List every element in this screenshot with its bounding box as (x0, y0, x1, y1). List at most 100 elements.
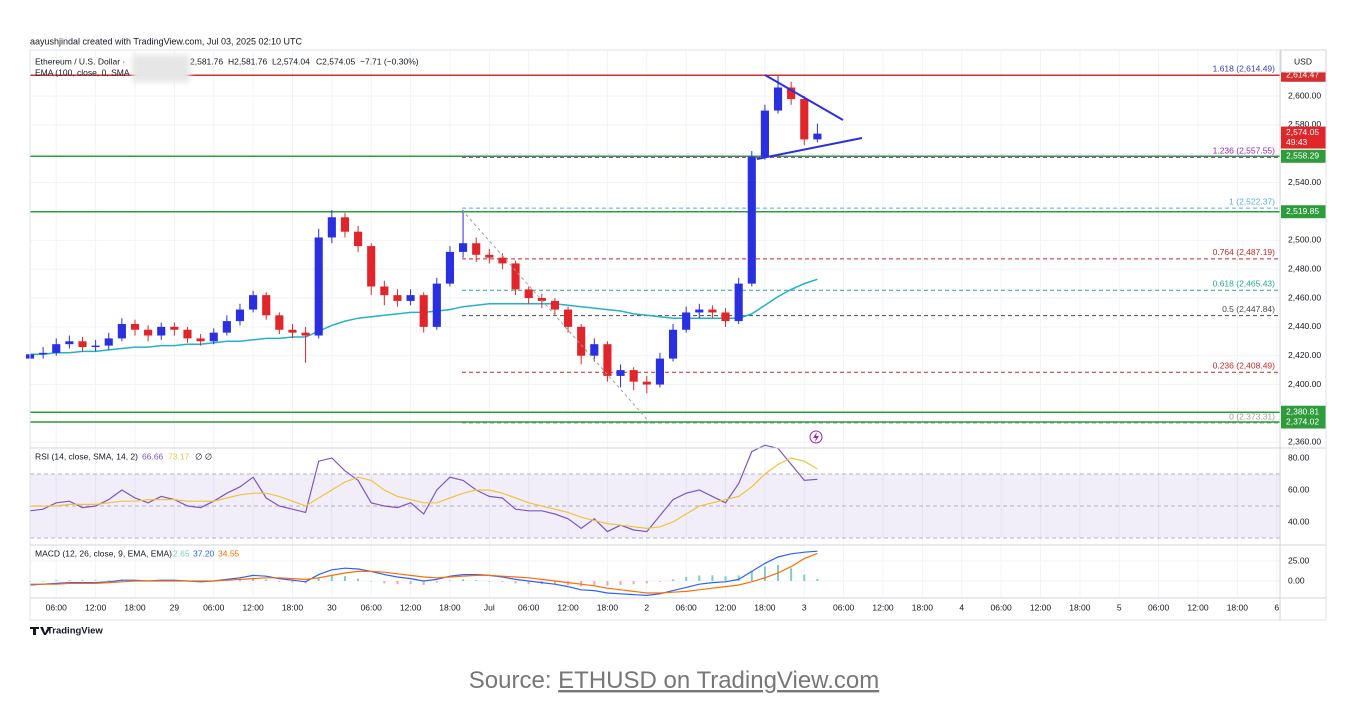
rsi-legend: RSI (14, close, SMA, 14, 2) (35, 451, 138, 461)
candle-body (144, 329, 153, 336)
histogram-bar (514, 581, 517, 584)
candle-body (563, 309, 573, 327)
fib-label: 0.5 (2,447.84) (1222, 304, 1275, 314)
y-tick-label: 2,360.00 (1288, 436, 1321, 446)
candle-body (459, 243, 468, 252)
x-tick-label: 18:00 (439, 602, 461, 612)
y-tick-label: 2,600.00 (1288, 90, 1321, 100)
x-tick-label: 06:00 (46, 602, 68, 612)
currency: USD (1294, 56, 1312, 66)
logo-text: TradingView (47, 626, 103, 637)
candle-body (78, 341, 87, 348)
candle-body (524, 289, 533, 299)
x-tick-label: 18:00 (754, 602, 776, 612)
last-price-label: 2,574.05 (1286, 127, 1319, 137)
candle-body (577, 326, 586, 356)
candle-body (314, 237, 323, 336)
fib-label: 0.764 (2,487.19) (1213, 247, 1276, 257)
candle-body (222, 321, 231, 333)
y-tick-label: 25.00 (1288, 555, 1310, 565)
x-tick-label: 12:00 (557, 602, 579, 612)
price-tag (1281, 405, 1326, 419)
histogram-bar (593, 581, 596, 586)
x-tick-label: 18:00 (1069, 602, 1091, 612)
candle-body (65, 341, 74, 345)
x-tick-label: 06:00 (990, 602, 1012, 612)
y-tick-label: 2,420.00 (1288, 350, 1321, 360)
trend-line (764, 74, 844, 121)
ema-legend: EMA (100, close, 0, SMA (35, 67, 130, 77)
fib-label: 0.236 (2,408.49) (1213, 361, 1276, 371)
candle-body (262, 295, 271, 316)
candle-body (183, 329, 192, 339)
x-tick-label: 4 (959, 602, 964, 612)
candle-body (52, 344, 61, 353)
histogram-bar (462, 579, 465, 581)
countdown: 49:43 (1286, 137, 1308, 147)
event-icon[interactable] (809, 430, 823, 444)
legend-extra: ∅ ∅ (195, 451, 213, 461)
candle-body (550, 300, 560, 310)
histogram-bar (94, 580, 97, 581)
x-tick-label: 18:00 (282, 602, 304, 612)
y-tick-label: 60.00 (1288, 484, 1310, 494)
histogram-bar (330, 575, 333, 581)
candle-body (773, 87, 783, 111)
histogram-bar (448, 580, 451, 581)
histogram-bar (724, 576, 727, 581)
x-tick-label: 06:00 (518, 602, 540, 612)
candle-body (406, 295, 415, 301)
histogram-bar (422, 581, 425, 585)
candle-body (485, 254, 494, 258)
x-tick-label: 06:00 (361, 602, 383, 612)
candle-body (682, 312, 691, 330)
histogram-bar (252, 577, 255, 581)
x-tick-label: 12:00 (400, 602, 422, 612)
macd-line (29, 550, 818, 597)
candle-body (288, 329, 297, 333)
x-tick-label: 5 (1117, 602, 1122, 612)
histogram-bar (816, 578, 819, 581)
candle-body (432, 283, 441, 327)
candle-body (629, 370, 638, 382)
candle-body (39, 352, 48, 355)
x-tick-label: 3 (802, 602, 807, 612)
fib-label: 0 (2,373.31) (1229, 411, 1275, 421)
candle-body (747, 156, 756, 284)
source-link[interactable]: ETHUSD on TradingView.com (558, 667, 879, 694)
histogram-bar (685, 577, 688, 581)
histogram-bar (435, 581, 438, 583)
candle-body (117, 323, 126, 339)
candle-body (760, 110, 769, 157)
candle-body (616, 370, 625, 376)
x-tick-label: 29 (170, 602, 180, 612)
candle-body (721, 312, 730, 322)
histogram-bar (763, 566, 766, 581)
macd-legend: MACD (12, 26, close, 9, EMA, EMA) (35, 548, 172, 558)
ohlc-value: H2,581.76 (228, 56, 267, 66)
candle-body (380, 286, 389, 296)
histogram-bar (238, 579, 241, 581)
histogram-bar (383, 581, 386, 584)
candle-body (787, 87, 796, 100)
candle-body (537, 298, 546, 301)
candle-body (301, 332, 310, 336)
histogram-bar (606, 581, 609, 586)
histogram-bar (553, 581, 556, 585)
price-tag-label: 2,374.02 (1286, 416, 1319, 426)
event-icon-bolt (813, 432, 819, 442)
candle-body (445, 251, 455, 284)
histogram-bar (42, 581, 45, 582)
fib-label: 0.618 (2,465.43) (1213, 278, 1276, 288)
legend-value: 37.20 (193, 548, 215, 558)
histogram-bar (803, 574, 806, 581)
candle-body (511, 263, 520, 290)
histogram-bar (396, 581, 399, 585)
x-tick-label: 2 (644, 602, 649, 612)
price-tag-label: 2,380.81 (1286, 406, 1319, 416)
histogram-bar (81, 580, 84, 581)
last-price-tag (1281, 126, 1326, 149)
histogram-bar (343, 576, 346, 581)
candle-body (472, 243, 481, 255)
histogram-bar (698, 575, 701, 581)
